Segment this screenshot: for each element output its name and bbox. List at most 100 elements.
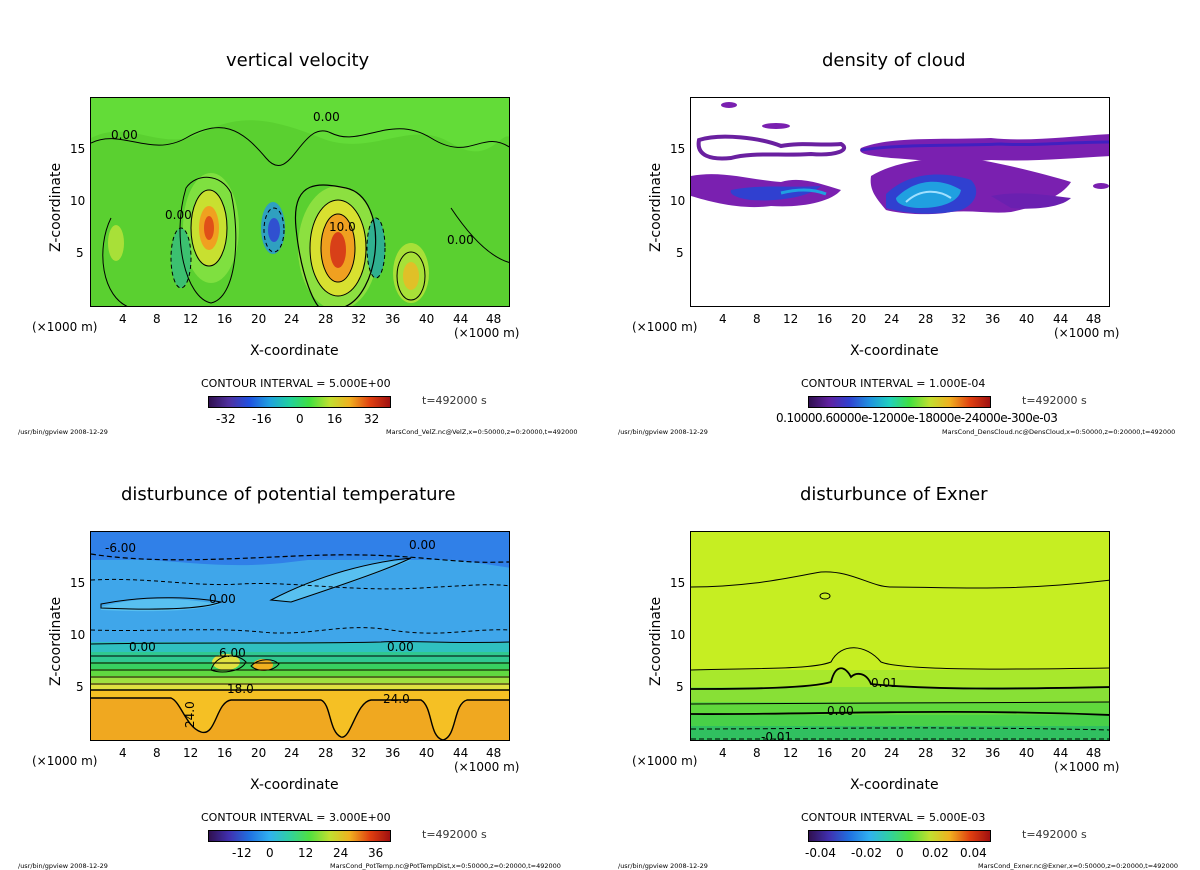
contour-interval: CONTOUR INTERVAL = 5.000E-03: [801, 811, 986, 824]
colorbar: [208, 830, 391, 842]
x-tick: 36: [985, 312, 1001, 326]
x-unit-left: (×1000 m): [32, 320, 98, 334]
contour-interval: CONTOUR INTERVAL = 5.000E+00: [201, 377, 391, 390]
x-tick: 8: [753, 746, 761, 760]
x-tick: 24: [884, 746, 900, 760]
x-unit-right: (×1000 m): [454, 760, 520, 774]
panel-exner: disturbunce of Exner 0.01 0.00 -0.01 Z-c…: [600, 434, 1200, 870]
contour-label: 0.00: [409, 538, 436, 552]
x-tick: 44: [453, 746, 469, 760]
x-tick: 40: [419, 312, 435, 326]
contour-label: 0.00: [129, 640, 156, 654]
x-tick: 28: [918, 312, 934, 326]
program-label: /usr/bin/gpview 2008-12-29: [18, 428, 108, 436]
contour-label: 6.00: [219, 646, 246, 660]
x-tick: 4: [119, 746, 127, 760]
x-tick: 12: [183, 312, 199, 326]
x-tick: 8: [153, 746, 161, 760]
x-tick: 20: [251, 746, 267, 760]
x-tick: 32: [951, 746, 967, 760]
time-label: t=492000 s: [422, 394, 487, 407]
source-label: MarsCond_VelZ.nc@VelZ,x=0:50000,z=0:2000…: [386, 428, 578, 436]
contour-interval: CONTOUR INTERVAL = 3.000E+00: [201, 811, 391, 824]
source-label: MarsCond_DensCloud.nc@DensCloud,x=0:5000…: [942, 428, 1176, 436]
contour-label: 0.00: [827, 704, 854, 718]
cloud-field: [691, 102, 1109, 215]
program-label: /usr/bin/gpview 2008-12-29: [18, 862, 108, 870]
x-tick: 44: [1053, 746, 1069, 760]
colorbar-tick: 0: [296, 412, 304, 426]
x-tick: 48: [1086, 746, 1102, 760]
x-tick: 32: [951, 312, 967, 326]
y-axis-label: Z-coordinate: [648, 162, 664, 252]
x-tick: 44: [1053, 312, 1069, 326]
panel-density-of-cloud: density of cloud Z-coordinate 15 10 5 4 …: [600, 0, 1200, 436]
colorbar: [208, 396, 391, 408]
z-tick: 5: [76, 680, 84, 694]
x-axis-label: X-coordinate: [250, 343, 339, 359]
z-tick: 10: [670, 628, 686, 642]
time-label: t=492000 s: [422, 828, 487, 841]
plot-area: -6.00 0.00 0.00 0.00 0.00 6.00 18.0 24.0…: [90, 531, 510, 741]
colorbar-tick: -0.02: [851, 846, 883, 860]
z-tick: 15: [670, 576, 686, 590]
colorbar: [808, 396, 991, 408]
x-tick: 4: [719, 746, 727, 760]
colorbar-tick: 0.04: [960, 846, 987, 860]
colorbar: [808, 830, 991, 842]
contour-label: -0.01: [761, 730, 793, 741]
x-unit-left: (×1000 m): [32, 754, 98, 768]
x-tick: 16: [217, 312, 233, 326]
plot-area: [690, 97, 1110, 307]
colorbar-tick: 0: [896, 846, 904, 860]
x-tick: 44: [453, 312, 469, 326]
z-tick: 10: [670, 194, 686, 208]
contour-label: 0.01: [871, 676, 898, 690]
z-tick: 15: [70, 576, 86, 590]
x-tick: 4: [119, 312, 127, 326]
y-axis-label: Z-coordinate: [48, 596, 64, 686]
x-tick: 36: [385, 312, 401, 326]
colorbar-tick-text: 0.10000.60000e-12000e-18000e-24000e-300e…: [776, 411, 1058, 425]
contour-label: 0.00: [387, 640, 414, 654]
x-tick: 12: [183, 746, 199, 760]
program-label: /usr/bin/gpview 2008-12-29: [618, 428, 708, 436]
z-tick: 15: [670, 142, 686, 156]
colorbar-tick: -16: [252, 412, 272, 426]
exner-field: [691, 532, 1109, 740]
contour-label: 24.0: [383, 692, 410, 706]
x-tick: 20: [251, 312, 267, 326]
contour-label: 10.0: [329, 220, 356, 234]
z-tick: 5: [676, 246, 684, 260]
x-tick: 24: [284, 746, 300, 760]
x-tick: 16: [817, 312, 833, 326]
colorbar-tick: 12: [298, 846, 314, 860]
chart-title: vertical velocity: [226, 50, 370, 71]
contour-label: 0.00: [447, 233, 474, 247]
chart-title: disturbunce of Exner: [800, 484, 988, 505]
contour-interval: CONTOUR INTERVAL = 1.000E-04: [801, 377, 986, 390]
x-axis-label: X-coordinate: [850, 777, 939, 793]
x-tick: 20: [851, 746, 867, 760]
x-tick: 4: [719, 312, 727, 326]
x-unit-left: (×1000 m): [632, 754, 698, 768]
colorbar-tick: -0.04: [805, 846, 837, 860]
contour-label: 0.00: [165, 208, 192, 222]
x-tick: 16: [817, 746, 833, 760]
chart-title: density of cloud: [822, 50, 966, 71]
z-tick: 10: [70, 628, 86, 642]
z-tick: 5: [76, 246, 84, 260]
x-tick: 16: [217, 746, 233, 760]
x-tick: 12: [783, 746, 799, 760]
x-axis-label: X-coordinate: [250, 777, 339, 793]
z-tick: 15: [70, 142, 86, 156]
z-tick: 10: [70, 194, 86, 208]
contour-label: 0.00: [313, 110, 340, 124]
x-unit-left: (×1000 m): [632, 320, 698, 334]
x-tick: 48: [1086, 312, 1102, 326]
plot-area: 0.01 0.00 -0.01: [690, 531, 1110, 741]
x-tick: 48: [486, 312, 502, 326]
x-tick: 28: [318, 312, 334, 326]
colorbar-tick: 36: [368, 846, 384, 860]
contour-label: -6.00: [105, 541, 137, 555]
